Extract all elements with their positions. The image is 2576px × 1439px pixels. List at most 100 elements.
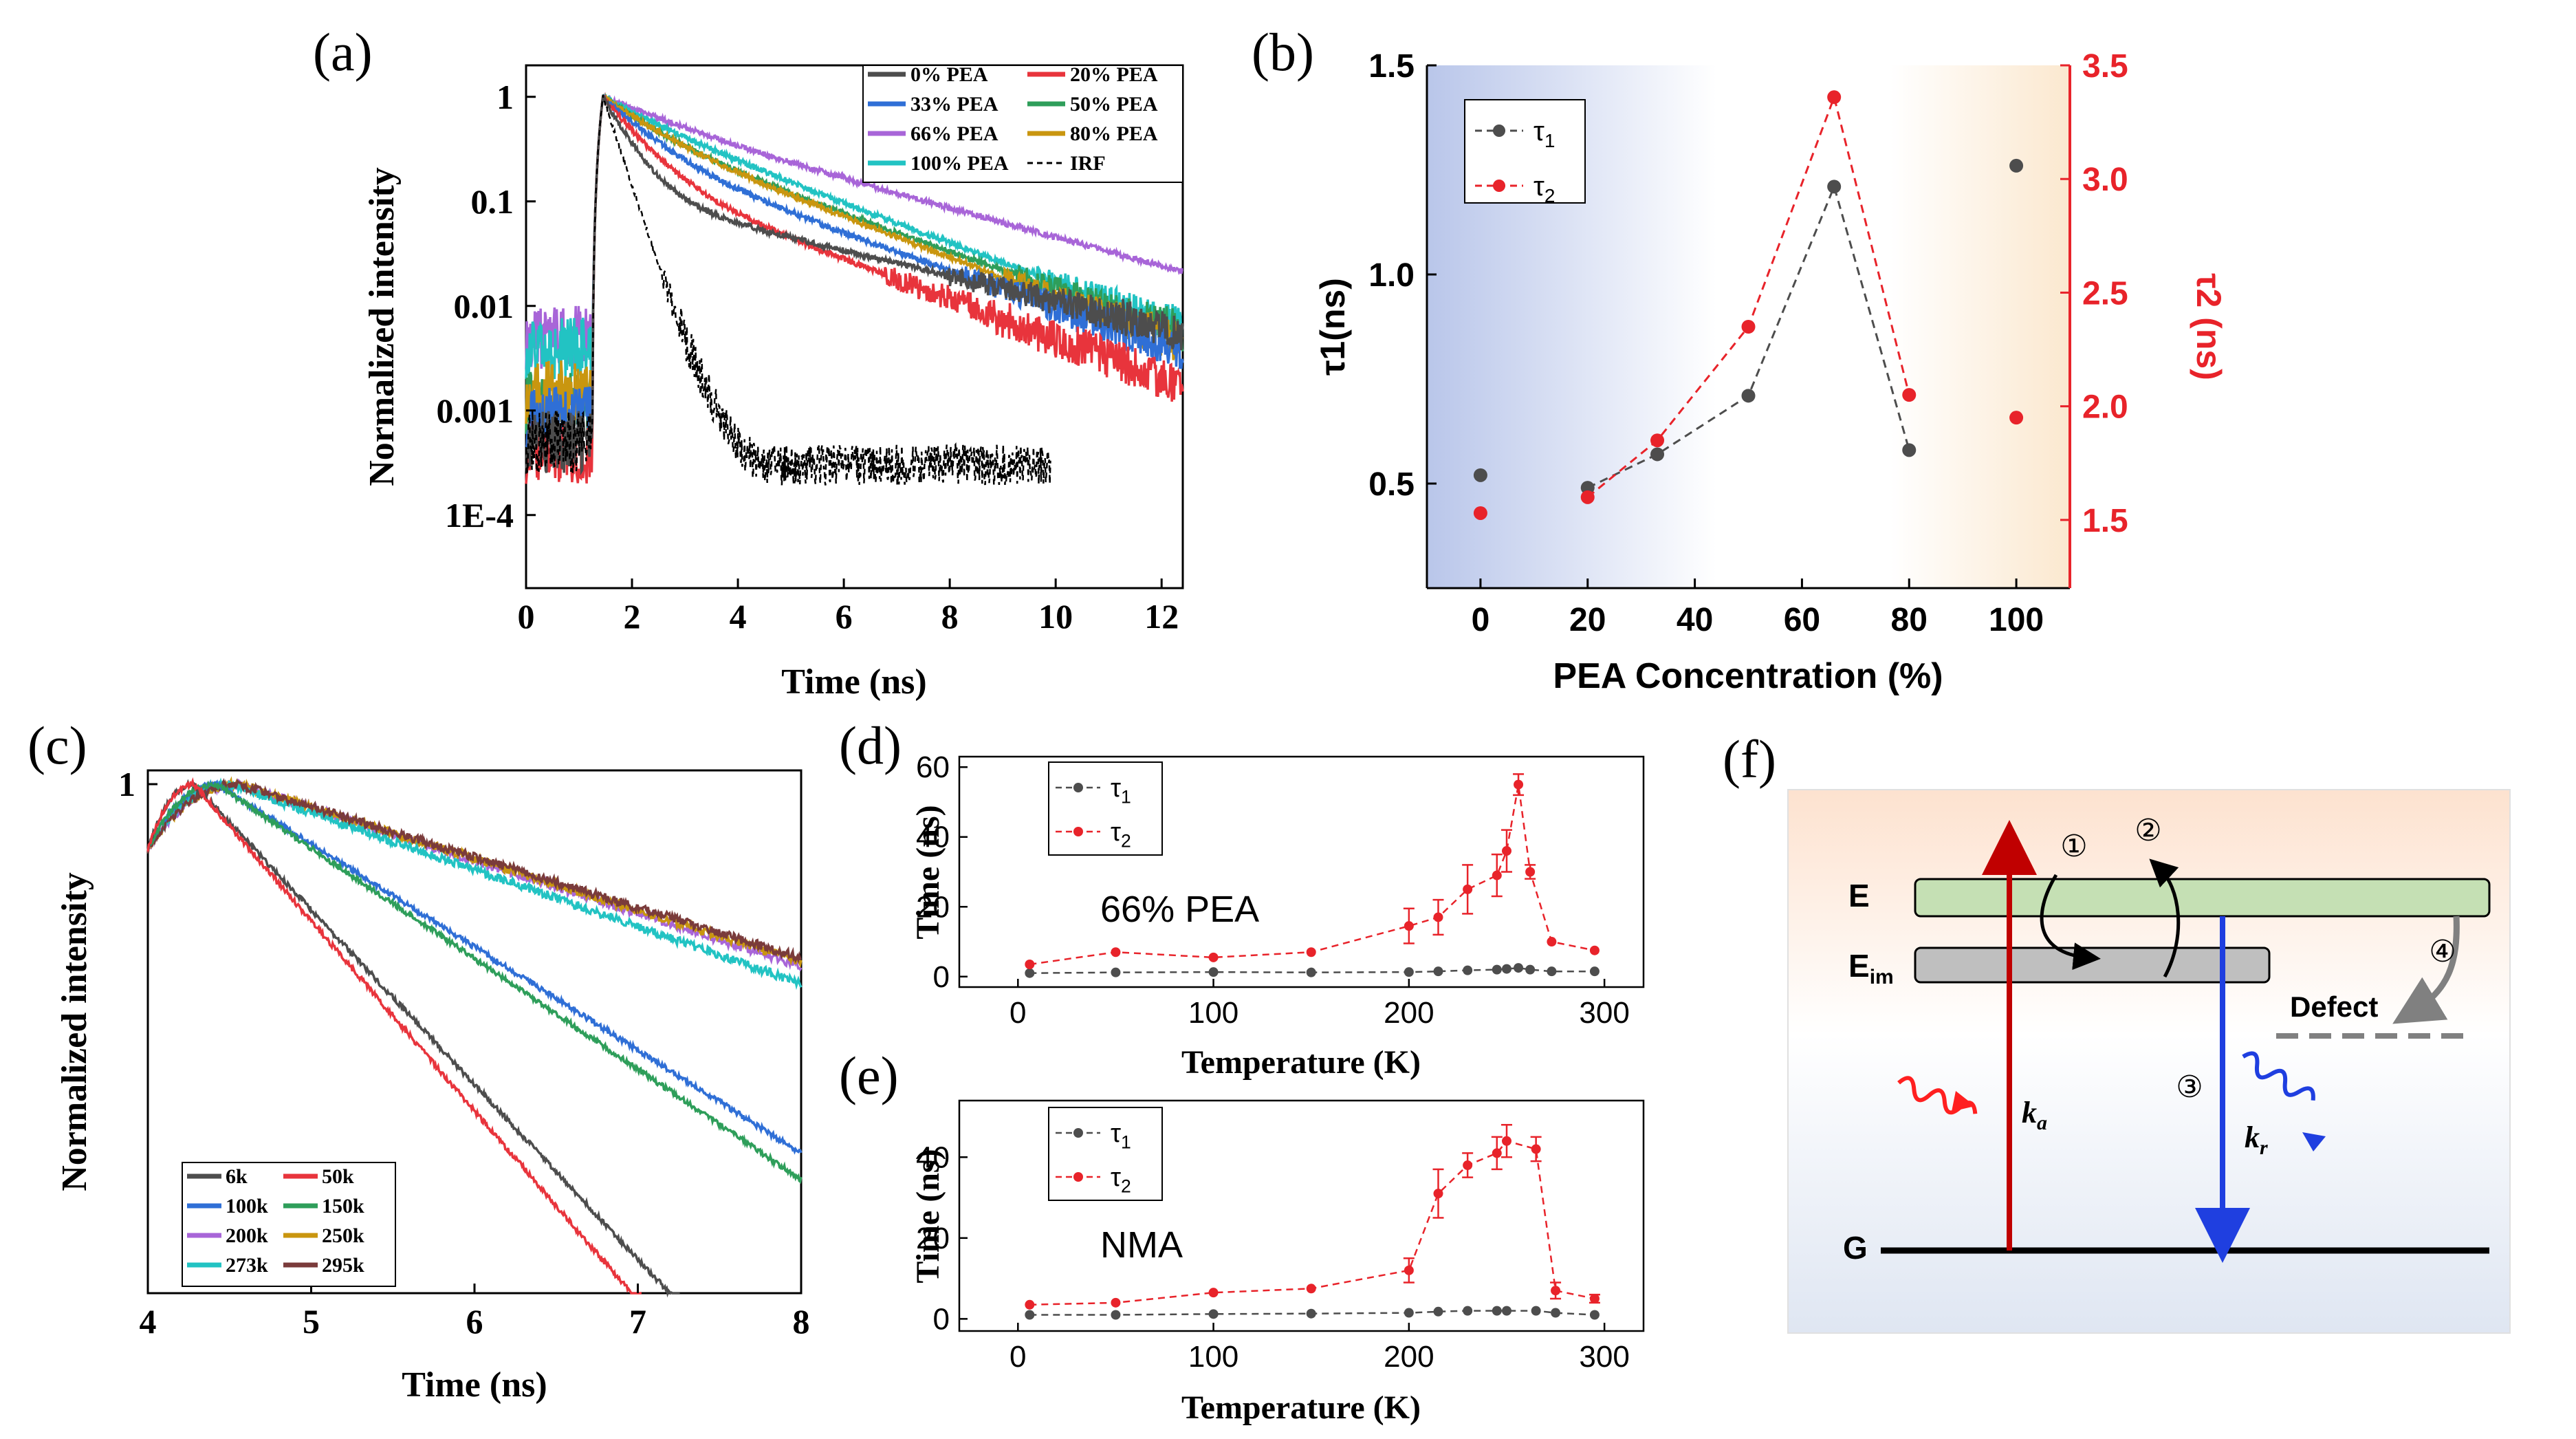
series-tau1-point-8 xyxy=(1502,964,1511,974)
panel-c-legend: 6k 50k 100k 150k 200k 250k 273k 295k xyxy=(182,1162,396,1287)
series-tau2-point-2 xyxy=(1650,433,1665,448)
series-tau2-point-10 xyxy=(1551,1286,1561,1296)
panel-e-annotation: NMA xyxy=(1100,1224,1183,1266)
panel-a-axes: 0 2 4 6 8 10 12 1 0.1 0.01 0.001 1E-4 xyxy=(437,78,1179,636)
x-tick-label-300: 300 xyxy=(1579,996,1629,1030)
legend-label-1-main: τ xyxy=(1111,1163,1121,1192)
series-tau2-point-11 xyxy=(1547,937,1557,947)
series-50k-line xyxy=(146,777,642,1295)
panel-d-annotation: 66% PEA xyxy=(1100,889,1259,930)
panel-label-b: (b) xyxy=(1252,22,1314,82)
x-tick-label-200: 200 xyxy=(1384,996,1434,1030)
panel-e-xlabel: Temperature (K) xyxy=(1181,1389,1421,1426)
series-200k-line xyxy=(146,778,803,972)
transfer-arrow-2 xyxy=(2149,858,2181,978)
label-ka: ka xyxy=(2022,1096,2047,1134)
legend-label-3: 150k xyxy=(322,1195,364,1218)
legend-label-2: 33% PEA xyxy=(910,93,998,116)
label-kr-main: k xyxy=(2245,1121,2260,1154)
legend-label-0: 6k xyxy=(226,1165,248,1188)
series-tau1-point-1 xyxy=(1580,481,1595,495)
legend-label-0: 0% PEA xyxy=(910,63,988,86)
series-tau1-line xyxy=(1029,1310,1595,1316)
panel-e-legend-box xyxy=(1048,1107,1163,1201)
panel-e-chart: 0 100 200 300 0 20 40 NMA Temperature (K) Time… xyxy=(910,1099,1645,1426)
legend-label-0: τ1 xyxy=(1111,774,1131,808)
legend-label-5: 250k xyxy=(322,1224,364,1247)
panel-c-legend-items: 6k 50k 100k 150k 200k 250k 273k 295k xyxy=(187,1165,364,1277)
panel-b-ylabel-left: τ1(ns) xyxy=(1313,278,1352,376)
y-tick-label-1: 0.1 xyxy=(471,182,514,221)
series-0-pea-line xyxy=(525,95,1184,476)
step-4-label: ④ xyxy=(2429,935,2456,969)
x-tick-label-4: 4 xyxy=(730,597,747,636)
legend-label-1-sub: 2 xyxy=(1544,185,1556,206)
series-tau2-point-11 xyxy=(1589,1293,1600,1303)
series-tau1-point-10 xyxy=(1525,964,1536,975)
legend-marker-0 xyxy=(1493,125,1505,137)
y-right-tick-label-2.5: 2.5 xyxy=(2082,275,2128,312)
series-273k-line xyxy=(146,777,803,991)
series-tau2-point-2 xyxy=(1208,1288,1219,1298)
y-tick-label-60: 60 xyxy=(916,750,950,784)
label-g: G xyxy=(1843,1230,1868,1266)
panel-b-chart: 0 20 40 60 80 100 0.5 1.0 1.5 1.5 2.0 2.5 3.0 3.5 PEA… xyxy=(1313,48,2228,696)
series-150k-line xyxy=(146,780,803,1184)
legend-label-0-main: τ xyxy=(1111,774,1121,803)
panel-e-legend: τ1 τ2 xyxy=(1048,1107,1163,1201)
step-1-label: ① xyxy=(2060,830,2087,863)
legend-label-0: τ1 xyxy=(1111,1119,1131,1153)
label-eim-main: E xyxy=(1848,948,1870,984)
y-tick-label-1.0: 1.0 xyxy=(1368,257,1415,294)
series-tau2-point-0 xyxy=(1473,506,1487,520)
panel-b-axes: 0 20 40 60 80 100 0.5 1.0 1.5 1.5 2.0 2.5 3.0 3.5 xyxy=(1368,48,2128,638)
x-tick-label-100: 100 xyxy=(1188,996,1238,1030)
panel-label-f: (f) xyxy=(1723,729,1776,789)
series-tau1-point-5 xyxy=(1902,443,1917,457)
y-tick-label-20: 20 xyxy=(916,1222,950,1255)
legend-label-1: τ2 xyxy=(1111,1163,1131,1197)
y-tick-label-0: 1 xyxy=(496,78,514,116)
series-tau2-point-5 xyxy=(1433,1189,1443,1199)
series-tau2-point-0 xyxy=(1025,960,1035,970)
series-tau2-point-6 xyxy=(2009,411,2024,425)
series-tau2-point-0 xyxy=(1025,1299,1035,1310)
series-tau1-point-10 xyxy=(1551,1308,1561,1318)
y-tick-label-1.5: 1.5 xyxy=(1368,48,1415,85)
series-tau2-point-3 xyxy=(1306,947,1316,957)
panel-b-legend-box xyxy=(1464,99,1586,204)
panel-label-a: (a) xyxy=(313,22,373,82)
series-tau2-point-4 xyxy=(1827,90,1842,105)
series-tau1-point-6 xyxy=(2009,158,2024,173)
panel-a-ylabel: Normalized intensity xyxy=(362,167,402,486)
x-tick-label-0: 0 xyxy=(1009,1340,1026,1374)
series-tau2-point-12 xyxy=(1589,945,1600,955)
y-tick-label-40: 40 xyxy=(916,821,950,854)
x-tick-label-0: 0 xyxy=(1009,996,1026,1030)
label-kr-sub: r xyxy=(2260,1136,2268,1159)
legend-label-2: 100k xyxy=(226,1195,268,1218)
series-tau1-point-0 xyxy=(1025,968,1035,978)
series-tau1-point-0 xyxy=(1025,1310,1035,1320)
series-tau1-point-6 xyxy=(1463,965,1473,975)
series-tau1-point-3 xyxy=(1306,967,1316,977)
legend-label-1-main: τ xyxy=(1111,818,1121,847)
series-tau2-point-3 xyxy=(1306,1284,1316,1294)
series-tau1-point-4 xyxy=(1404,967,1414,977)
panel-b-ylabel-right: τ2 (ns) xyxy=(2190,273,2228,380)
y-tick-label-0.5: 0.5 xyxy=(1368,466,1415,503)
series-tau1-point-3 xyxy=(1306,1308,1316,1319)
series-tau1-point-4 xyxy=(1827,180,1842,194)
panel-c-series xyxy=(146,776,803,1298)
y-tick-label-0: 0 xyxy=(933,1302,950,1336)
series-tau2-point-5 xyxy=(1902,388,1917,402)
step-2-label: ② xyxy=(2135,814,2161,847)
x-tick-label-0: 0 xyxy=(518,597,535,636)
y-right-tick-label-1.5: 1.5 xyxy=(2082,503,2128,539)
legend-label-0-main: τ xyxy=(1111,1119,1121,1148)
series-tau1-point-5 xyxy=(1433,966,1443,977)
series-tau1-point-9 xyxy=(1531,1306,1541,1316)
label-e: E xyxy=(1848,878,1870,913)
panel-f-diagram: E Eim G Defect ka kr ① ② ③ ④ xyxy=(1787,789,2511,1334)
series-6k-line xyxy=(146,779,680,1298)
